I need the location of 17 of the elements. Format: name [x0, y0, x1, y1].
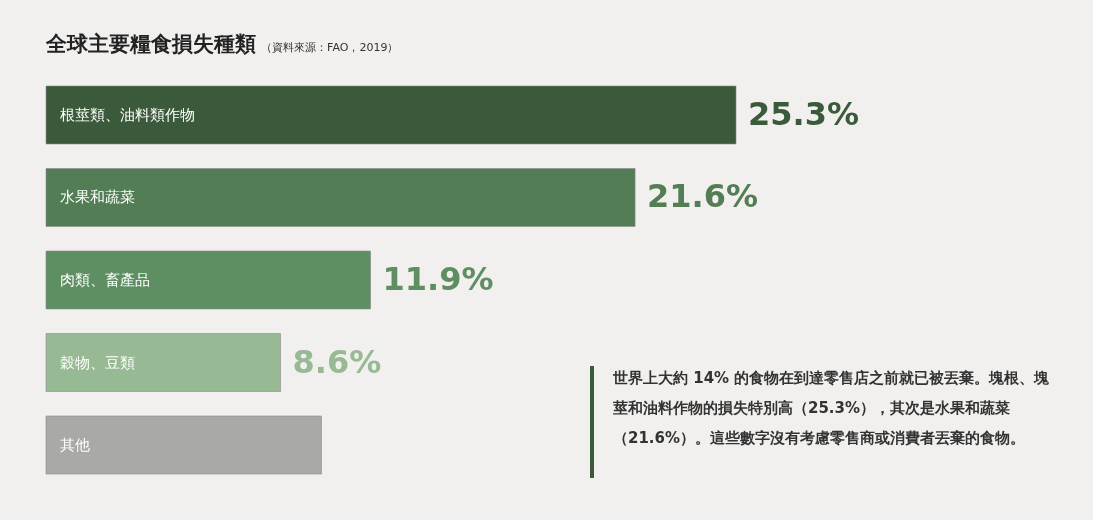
data-label: 8.6% — [292, 342, 382, 381]
bar — [45, 415, 322, 475]
annotation: 世界上大約 14% 的食物在到達零售店之前就已被丟棄。塊根、塊莖和油料作物的損失特別高（25.3%），其次是水果和蔬菜（21.6%）。這些數字沒有考慮零售商或消費者丟棄的食物。 — [613, 368, 1051, 449]
y-tick-label: 穀物、豆類 — [60, 353, 135, 372]
bar — [45, 85, 737, 145]
chart-subtitle: （資料來源：FAO，2019） — [261, 41, 399, 54]
data-label: 11.9% — [382, 260, 494, 298]
bar — [45, 250, 371, 310]
y-tick-label: 肉類、畜產品 — [60, 271, 150, 289]
bar — [45, 168, 636, 227]
bar — [45, 333, 281, 392]
data-label: 21.6% — [647, 177, 759, 216]
y-tick-label: 根莖類、油料類作物 — [60, 106, 195, 124]
y-tick-label: 水果和蔬菜 — [60, 188, 135, 207]
chart-title: 全球主要糧食損失種類 — [46, 32, 256, 56]
data-label: 25.3% — [748, 95, 860, 133]
y-tick-label: 其他 — [60, 436, 90, 454]
